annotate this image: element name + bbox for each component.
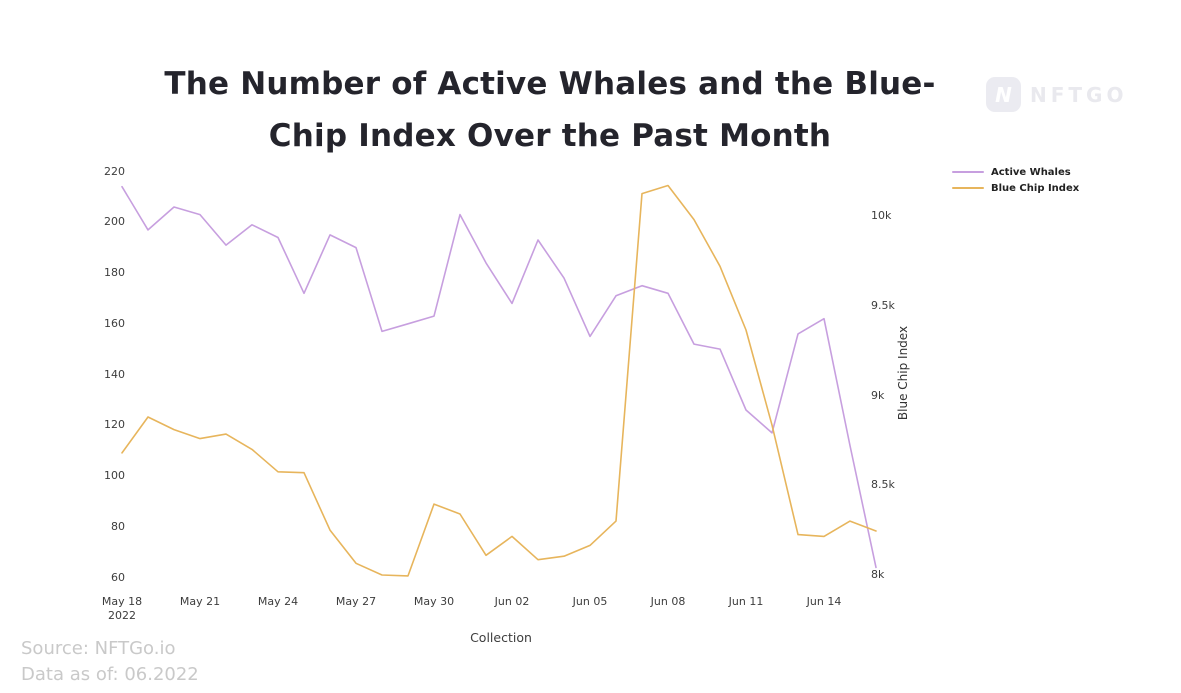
left-axis-tick: 160 <box>104 316 125 330</box>
x-tick-label: Jun 05 <box>572 595 608 608</box>
left-axis-tick: 180 <box>104 266 125 279</box>
nftgo-watermark: N NFTGO <box>986 77 1127 112</box>
left-axis-tick: 60 <box>111 570 125 584</box>
right-axis-tick: 9k <box>871 388 885 402</box>
legend-label: Blue Chip Index <box>991 182 1080 194</box>
legend-line-swatch <box>952 187 984 189</box>
x-axis-tick: Jun 08 <box>623 595 713 609</box>
left-axis-tick: 80 <box>111 519 125 533</box>
x-tick-label: Jun 08 <box>650 595 686 608</box>
x-axis-tick: Jun 11 <box>701 595 791 609</box>
legend: Active Whales Blue Chip Index <box>952 164 1079 196</box>
x-tick-label: Jun 02 <box>494 595 530 608</box>
right-axis-tick: 8k <box>871 568 885 581</box>
x-axis-tick: Jun 02 <box>467 595 557 609</box>
x-axis-tick: May 18 2022 <box>77 595 167 623</box>
chart-title-line1: The Number of Active Whales and the Blue… <box>164 66 936 102</box>
chart-title-line2: Chip Index Over the Past Month <box>268 118 832 154</box>
x-axis-title: Collection <box>470 630 532 645</box>
data-asof-line: Data as of: 06.2022 <box>21 664 199 685</box>
nftgo-watermark-text: NFTGO <box>1030 82 1128 107</box>
chart-title: The Number of Active Whales and the Blue… <box>40 58 1060 162</box>
legend-item: Active Whales <box>952 164 1079 180</box>
series-line-active-whales <box>121 185 877 569</box>
left-axis-tick: 100 <box>104 469 125 482</box>
x-axis-tick: Jun 05 <box>545 595 635 609</box>
x-tick-label: May 27 <box>335 595 377 608</box>
legend-label: Active Whales <box>991 166 1071 178</box>
x-tick-label: Jun 14 <box>806 595 842 608</box>
x-tick-label: Jun 11 <box>728 595 764 608</box>
x-tick-label: May 30 <box>413 595 455 608</box>
x-axis-tick: May 27 <box>311 595 401 609</box>
left-axis-tick: 220 <box>104 164 125 178</box>
x-tick-label: May 18 <box>101 595 143 608</box>
legend-item: Blue Chip Index <box>952 180 1079 196</box>
right-axis-title: Blue Chip Index <box>896 325 910 421</box>
x-axis-tick: May 21 <box>155 595 245 609</box>
series-line-blue-chip-index <box>121 184 877 577</box>
left-axis-tick: 120 <box>104 418 125 432</box>
legend-line-swatch <box>952 171 984 173</box>
right-axis-tick: 10k <box>871 209 892 222</box>
x-axis-tick: May 30 <box>389 595 479 609</box>
left-axis-tick: 140 <box>104 367 125 381</box>
source-line: Source: NFTGo.io <box>21 638 176 659</box>
x-tick-label: May 24 <box>257 595 299 608</box>
left-axis-tick: 200 <box>104 215 125 229</box>
right-axis-tick: 9.5k <box>871 298 895 312</box>
nftgo-logo-icon: N <box>986 77 1021 112</box>
right-axis-tick: 8.5k <box>871 478 895 492</box>
x-axis-tick: May 24 <box>233 595 323 609</box>
x-tick-sublabel: 2022 <box>108 609 136 622</box>
x-axis-tick: Jun 14 <box>779 595 869 609</box>
x-tick-label: May 21 <box>179 595 221 608</box>
